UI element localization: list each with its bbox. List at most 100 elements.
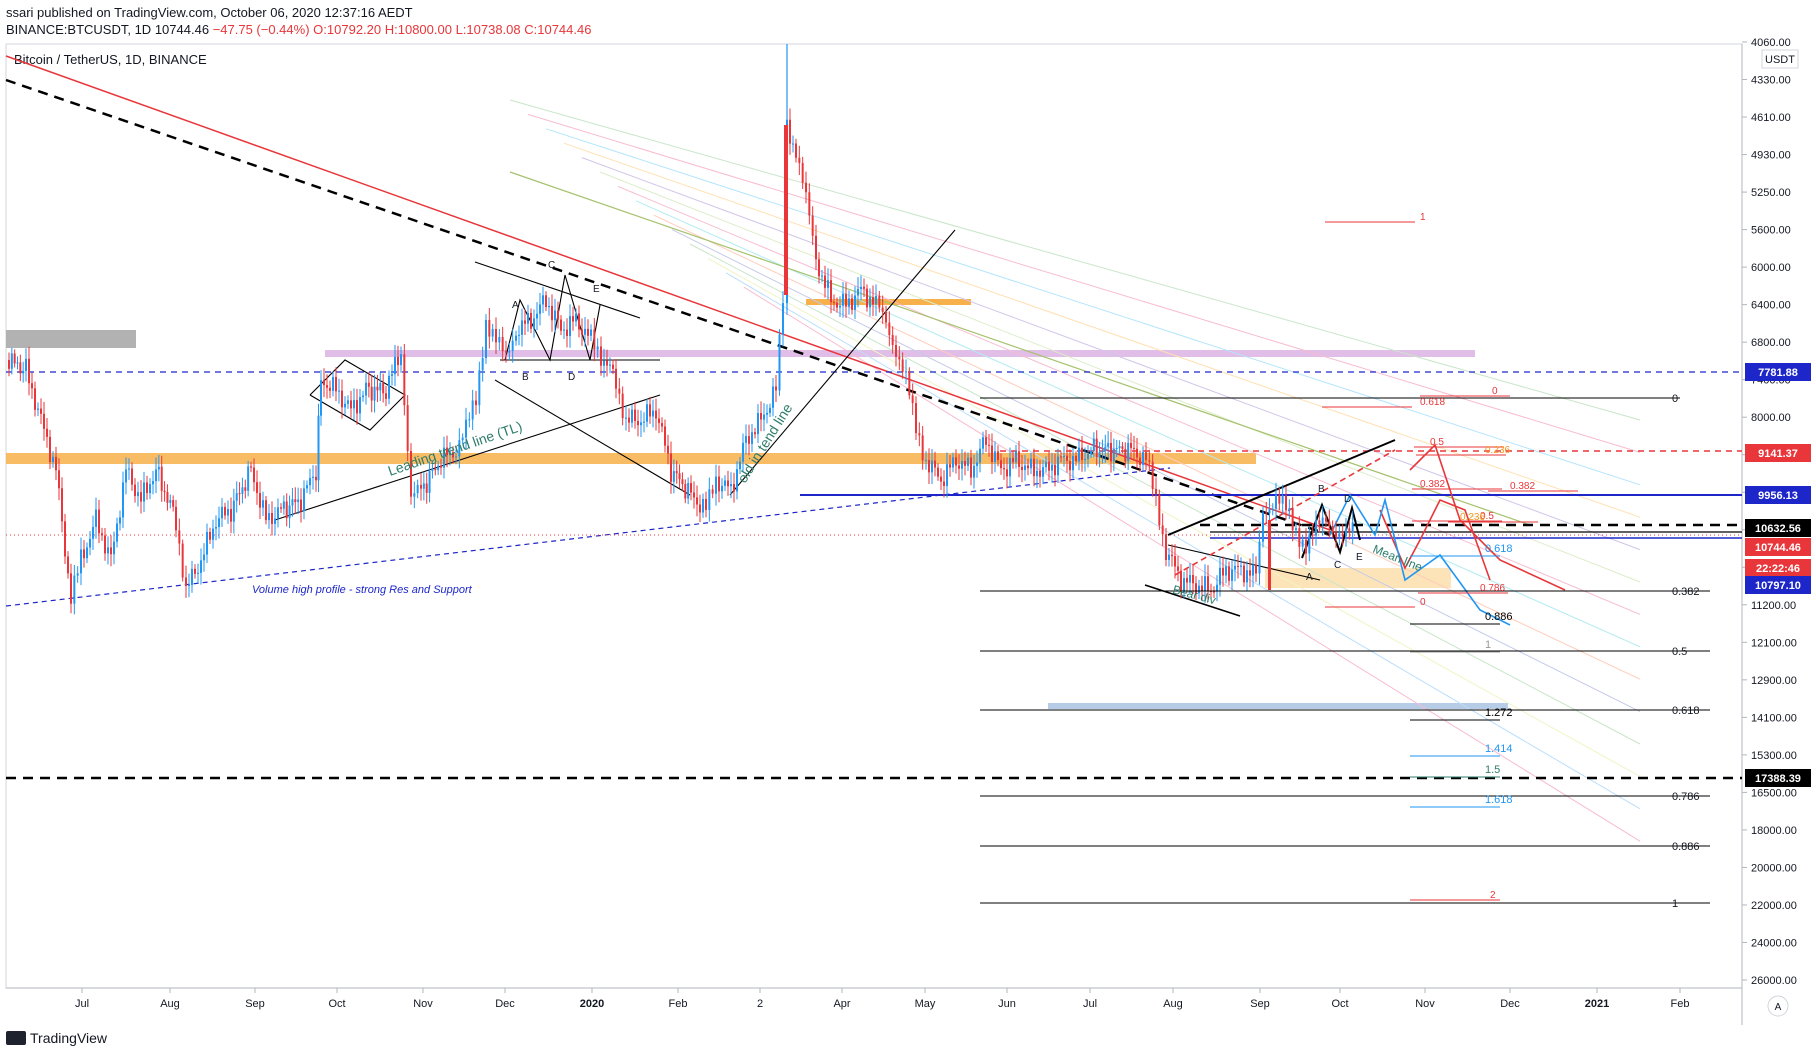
candle-body: [446, 447, 448, 456]
candle-body: [282, 501, 285, 509]
time-tick-label: 2021: [1585, 998, 1609, 1010]
candle-body: [1095, 438, 1098, 458]
time-axis[interactable]: Jul Aug Sep Oct Nov Dec 2020 Feb 2 Apr May Jun Jul Au…: [75, 988, 1690, 1010]
symbol-ohlc-line: BINANCE:BTCUSDT, 1D 10744.46 −47.75 (−0.…: [6, 22, 591, 37]
candle-body: [485, 320, 487, 359]
candle-body: [491, 328, 494, 337]
price-chart[interactable]: Bitcoin / TetherUS, 1D, BINANCE USDT: [0, 0, 1816, 1025]
symbol-label: BINANCE:BTCUSDT, 1D: [6, 22, 152, 37]
fib-label-ext: 0.886: [1485, 611, 1513, 623]
candle-body: [422, 483, 425, 489]
candle-body: [505, 351, 507, 353]
currency-box[interactable]: [1761, 49, 1799, 69]
candle-body: [268, 513, 270, 521]
candle-body: [10, 353, 13, 369]
candle-body: [501, 337, 504, 352]
candle-body: [203, 554, 205, 561]
fib-label-red: 0.382: [1510, 481, 1535, 492]
candle-body: [748, 436, 750, 444]
candle-body: [1151, 461, 1154, 490]
price-tag: [1745, 538, 1811, 556]
candle-body: [658, 418, 660, 424]
candle-body: [575, 313, 577, 322]
candle-body: [1069, 460, 1071, 471]
candle-body: [593, 329, 596, 350]
candle-body: [757, 413, 759, 435]
bear-div-label: Bear div: [1171, 582, 1217, 607]
candle-body: [615, 368, 617, 389]
candle-body: [805, 182, 807, 193]
pattern-label: E: [1356, 552, 1363, 563]
candle-body: [857, 288, 859, 296]
candle-body: [1012, 458, 1014, 463]
candle-body: [256, 482, 258, 494]
candle-body: [628, 417, 630, 423]
pitchfork-line: [743, 286, 1641, 842]
candle-body: [376, 386, 379, 391]
candle-body: [262, 500, 264, 508]
pattern-label: B: [522, 372, 529, 383]
candle-body: [1107, 442, 1110, 447]
candle-body: [581, 329, 583, 335]
candle-body: [373, 386, 376, 401]
candle-body: [46, 428, 48, 437]
candle-body: [1115, 448, 1118, 450]
tradingview-logo[interactable]: TradingView: [6, 1030, 107, 1046]
candle-body: [471, 400, 474, 420]
candle-body: [1345, 528, 1347, 537]
candle-body: [359, 397, 361, 414]
fib-label-red: 0.786: [1480, 583, 1505, 594]
candle-body: [696, 497, 698, 505]
candle-body: [1148, 460, 1151, 462]
candle-body: [542, 295, 544, 305]
candle-body: [643, 421, 645, 423]
candle-body: [818, 259, 820, 277]
candle-body: [1348, 528, 1351, 533]
candle-body: [101, 533, 103, 536]
candle-body: [560, 319, 562, 331]
candle-body: [718, 476, 720, 492]
candle-body: [1298, 528, 1301, 547]
candle-body: [1027, 465, 1029, 469]
candle-body: [1054, 464, 1056, 476]
candle-body: [1240, 565, 1242, 567]
candle-body: [131, 468, 133, 485]
price-change: −47.75 (−0.44%): [212, 22, 310, 37]
candle-body: [539, 304, 541, 314]
candle-body: [1015, 451, 1017, 463]
price-axis[interactable]: 4060.00 4330.00 4610.00 4930.00 5250.00 5600.…: [1742, 37, 1797, 987]
candle-body: [988, 444, 990, 446]
candle-body: [25, 358, 27, 371]
candle-body: [1295, 528, 1297, 531]
candle-body: [385, 393, 387, 399]
candle-body: [420, 484, 422, 489]
candle-body: [95, 509, 97, 527]
candle-body: [1275, 494, 1277, 509]
candle-body: [19, 362, 22, 374]
candle-body: [839, 305, 841, 308]
candle-body: [481, 358, 484, 371]
candle-body: [143, 482, 145, 502]
candle-body: [1177, 566, 1179, 571]
candle-body: [891, 335, 894, 345]
candle-body: [488, 320, 491, 337]
auto-scale-button[interactable]: [1767, 995, 1789, 1017]
candle-body: [315, 476, 317, 481]
candle-body: [1092, 438, 1095, 451]
fib-label-red: 0.382: [1420, 479, 1445, 490]
pattern-labels: A B C D E A B C D E: [512, 260, 1363, 583]
candle-body: [1237, 566, 1239, 568]
candle-body: [285, 501, 288, 519]
candle-body: [515, 335, 517, 341]
candle-body: [1145, 452, 1147, 461]
candle-body: [1222, 567, 1224, 576]
candle-body: [169, 500, 172, 503]
candle-body: [403, 354, 406, 406]
candle-body: [928, 459, 930, 473]
candle-body: [949, 464, 951, 468]
black-dashed-trendline: [5, 78, 1331, 537]
candle-body: [1078, 447, 1080, 462]
candle-body: [107, 547, 109, 554]
fib-label-red: 0.236: [1460, 512, 1485, 523]
candle-body: [413, 493, 416, 497]
